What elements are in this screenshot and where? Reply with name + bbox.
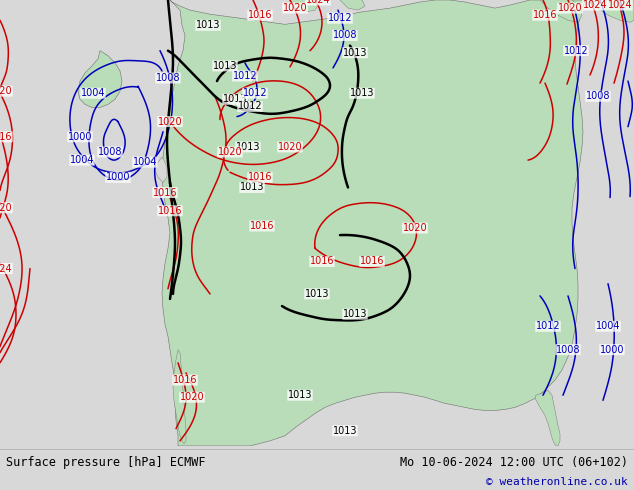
Text: 1020: 1020 <box>0 203 12 213</box>
Text: 1012: 1012 <box>243 88 268 98</box>
Text: Surface pressure [hPa] ECMWF: Surface pressure [hPa] ECMWF <box>6 456 206 469</box>
Text: 1012: 1012 <box>536 321 560 331</box>
Text: 1000: 1000 <box>600 344 624 355</box>
Text: 1024: 1024 <box>607 0 632 10</box>
Polygon shape <box>540 0 582 22</box>
Polygon shape <box>535 390 560 446</box>
Text: 1020: 1020 <box>158 117 183 126</box>
Text: 1012: 1012 <box>564 46 588 56</box>
Text: 1016: 1016 <box>0 132 12 142</box>
Text: 1013: 1013 <box>223 94 247 104</box>
Text: 1012: 1012 <box>233 71 257 81</box>
Text: 1013: 1013 <box>343 309 367 319</box>
Text: 1016: 1016 <box>533 10 557 20</box>
Text: 1013: 1013 <box>213 61 237 71</box>
Text: 1024: 1024 <box>583 0 607 10</box>
Text: 1008: 1008 <box>556 344 580 355</box>
Polygon shape <box>290 0 320 12</box>
Text: 1013: 1013 <box>343 48 367 58</box>
Text: 1016: 1016 <box>310 256 334 267</box>
Text: 1004: 1004 <box>133 157 157 167</box>
Text: 1008: 1008 <box>98 147 122 157</box>
Text: 1020: 1020 <box>278 142 302 152</box>
Text: 1016: 1016 <box>158 206 182 216</box>
Text: 1020: 1020 <box>0 86 12 96</box>
Text: 1024: 1024 <box>0 264 12 273</box>
Text: 1013: 1013 <box>196 21 220 30</box>
Text: 1008: 1008 <box>586 91 611 101</box>
Text: 1008: 1008 <box>156 73 180 83</box>
Text: 1024: 1024 <box>306 0 330 5</box>
Text: 1020: 1020 <box>558 3 582 13</box>
Text: 1013: 1013 <box>236 142 260 152</box>
Text: © weatheronline.co.uk: © weatheronline.co.uk <box>486 477 628 487</box>
Text: 1016: 1016 <box>359 256 384 267</box>
Polygon shape <box>155 157 167 182</box>
Text: 1013: 1013 <box>305 289 329 299</box>
Text: 1012: 1012 <box>328 13 353 23</box>
Text: 1013: 1013 <box>333 426 357 436</box>
Text: 1020: 1020 <box>217 147 242 157</box>
Text: 1004: 1004 <box>596 321 620 331</box>
Text: Mo 10-06-2024 12:00 UTC (06+102): Mo 10-06-2024 12:00 UTC (06+102) <box>399 456 628 469</box>
Text: 1016: 1016 <box>172 375 197 385</box>
Text: 1004: 1004 <box>70 155 94 165</box>
Polygon shape <box>173 350 186 444</box>
Text: 1004: 1004 <box>81 88 105 98</box>
Polygon shape <box>162 0 585 446</box>
Text: 1016: 1016 <box>153 188 178 197</box>
Text: 1020: 1020 <box>403 223 427 233</box>
Text: 1013: 1013 <box>350 88 374 98</box>
Polygon shape <box>590 0 634 22</box>
Text: 1020: 1020 <box>283 3 307 13</box>
Polygon shape <box>78 50 122 107</box>
Polygon shape <box>340 0 365 10</box>
Text: 1008: 1008 <box>333 30 357 41</box>
Text: 1012: 1012 <box>238 101 262 111</box>
Text: 1016: 1016 <box>250 221 275 231</box>
Text: 1013: 1013 <box>288 390 313 400</box>
Text: 1016: 1016 <box>248 172 272 182</box>
Text: 1000: 1000 <box>106 172 130 182</box>
Text: 1020: 1020 <box>179 392 204 402</box>
Text: 1000: 1000 <box>68 132 93 142</box>
Text: 1016: 1016 <box>248 10 272 20</box>
Text: 1013: 1013 <box>240 182 264 193</box>
